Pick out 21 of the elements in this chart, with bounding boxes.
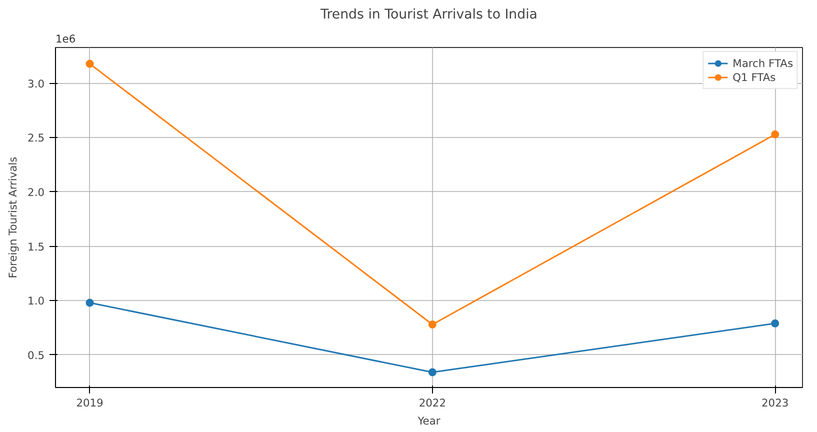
point	[428, 368, 436, 376]
y-tick-label: 2.0	[28, 186, 45, 199]
point	[771, 130, 780, 138]
x-tick-label: 2022	[418, 396, 446, 410]
y-tick-label: 2.5	[28, 132, 45, 145]
y-axis-title: Foreign Tourist Arrivals	[6, 156, 20, 278]
point	[771, 319, 780, 328]
x-axis-title: Year	[416, 414, 441, 428]
legend-label: Q1 FTAs	[732, 70, 776, 84]
point	[86, 298, 94, 307]
y-tick-label: 1.0	[28, 294, 45, 308]
y-tick-label: 3.0	[28, 77, 45, 90]
chart-title: Trends in Tourist Arrivals to India	[320, 8, 538, 22]
x-tick-label: 2019	[76, 396, 104, 410]
point	[86, 60, 94, 68]
point	[428, 320, 436, 328]
y-tick-label: 0.5	[28, 348, 45, 362]
text: 1e6	[56, 32, 76, 46]
x-tick-label: 2023	[762, 396, 789, 410]
y-tick-label: 1.5	[28, 240, 45, 254]
legend-label: March FTAs	[732, 56, 793, 70]
